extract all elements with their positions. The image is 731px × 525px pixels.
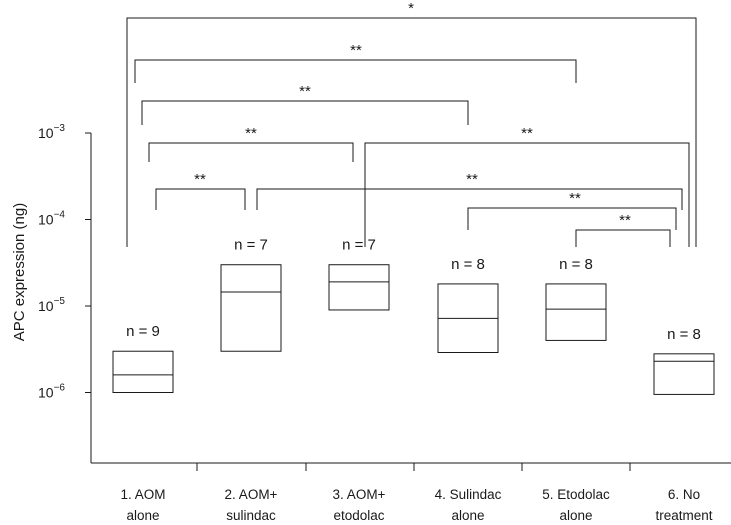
- significance-bracket: [467, 207, 677, 230]
- x-tick-label: 1. AOM: [120, 487, 165, 502]
- y-axis-label: APC expression (ng): [11, 203, 28, 341]
- x-tick-label: 5. Etodolac: [542, 487, 610, 502]
- significance-label: **: [466, 171, 478, 188]
- x-tick-label: 3. AOM+: [333, 487, 386, 502]
- significance-bracket: [256, 188, 683, 210]
- n-label: n = 7: [342, 237, 376, 254]
- significance-label: *: [408, 0, 414, 17]
- significance-label: **: [619, 212, 631, 229]
- significance-bracket: [126, 17, 697, 247]
- n-label: n = 8: [559, 256, 593, 273]
- n-label: n = 7: [234, 237, 268, 254]
- x-tick-label-line2: alone: [451, 508, 484, 523]
- y-tick-label: 10−5: [38, 296, 65, 314]
- box: [545, 283, 607, 341]
- y-tick-label: 10−3: [38, 123, 65, 141]
- x-tick-label-line2: treatment: [655, 508, 712, 523]
- significance-bracket: [364, 142, 690, 247]
- significance-bracket: [141, 100, 469, 125]
- box: [220, 264, 282, 352]
- x-tick-label-line2: etodolac: [333, 508, 384, 523]
- y-tick-label: 10−6: [38, 383, 65, 401]
- x-tick-label-line2: sulindac: [226, 508, 276, 523]
- axes: 10−6 10−5 10−4 10−3: [38, 123, 731, 471]
- x-tick-label: 2. AOM+: [225, 487, 278, 502]
- y-tick-label: 10−4: [38, 210, 65, 228]
- boxes: n = 9 1. AOM alone n = 7 2. AOM+ sulindac n = …: [112, 237, 715, 523]
- box: [328, 264, 390, 311]
- x-tick-label: 6. No: [668, 487, 700, 502]
- n-label: n = 9: [126, 323, 160, 340]
- box: [653, 353, 715, 395]
- box: [112, 350, 174, 393]
- significance-bracket: [155, 188, 246, 210]
- n-label: n = 8: [451, 256, 485, 273]
- significance-label: **: [245, 125, 257, 142]
- significance-bracket: [134, 59, 577, 83]
- significance-label: **: [521, 125, 533, 142]
- x-tick-label-line2: alone: [559, 508, 592, 523]
- significance-label: **: [569, 190, 581, 207]
- n-label: n = 8: [667, 326, 701, 343]
- significance-brackets: ******* **** ******: [126, 0, 697, 247]
- x-tick-label: 4. Sulindac: [435, 487, 502, 502]
- significance-label: **: [299, 83, 311, 100]
- significance-label: **: [350, 42, 362, 59]
- x-tick-label-line2: alone: [126, 508, 159, 523]
- significance-bracket: [148, 142, 354, 162]
- significance-label: **: [194, 171, 206, 188]
- significance-bracket: [575, 229, 671, 247]
